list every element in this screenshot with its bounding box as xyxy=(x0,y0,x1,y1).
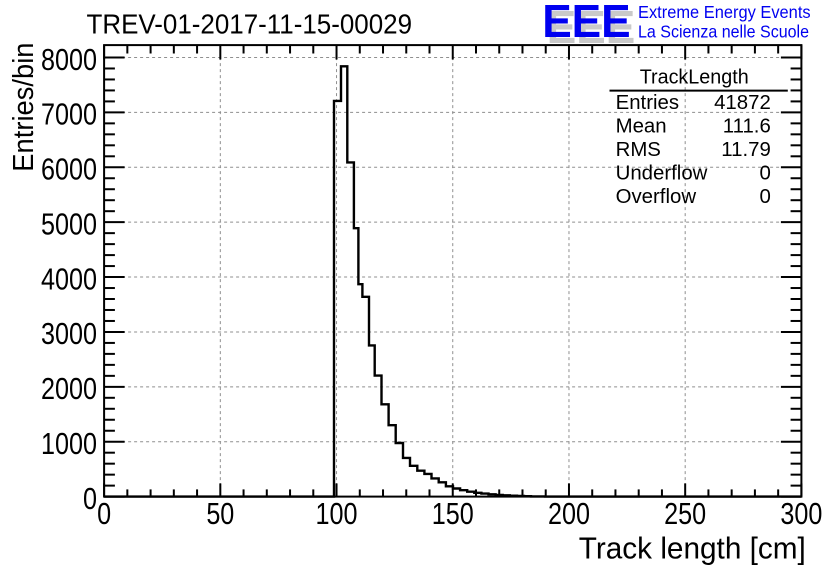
svg-text:3000: 3000 xyxy=(41,317,97,351)
svg-text:Entries/bin: Entries/bin xyxy=(8,43,40,172)
svg-text:Underflow: Underflow xyxy=(616,163,708,185)
svg-text:6000: 6000 xyxy=(41,153,97,187)
svg-text:1000: 1000 xyxy=(41,427,97,461)
svg-text:RMS: RMS xyxy=(616,139,661,161)
svg-text:2000: 2000 xyxy=(41,372,97,406)
svg-text:0: 0 xyxy=(759,163,770,185)
svg-text:0: 0 xyxy=(83,482,97,516)
svg-text:TrackLength: TrackLength xyxy=(640,66,749,88)
svg-text:TREV-01-2017-11-15-00029: TREV-01-2017-11-15-00029 xyxy=(87,8,413,40)
svg-text:8000: 8000 xyxy=(41,43,97,77)
svg-text:La Scienza nelle Scuole: La Scienza nelle Scuole xyxy=(638,22,809,42)
svg-text:111.6: 111.6 xyxy=(723,116,771,138)
svg-text:100: 100 xyxy=(316,497,358,531)
svg-text:250: 250 xyxy=(664,497,706,531)
svg-text:0: 0 xyxy=(759,186,770,208)
svg-text:Mean: Mean xyxy=(616,116,667,138)
svg-text:200: 200 xyxy=(548,497,590,531)
svg-text:0: 0 xyxy=(97,497,111,531)
svg-text:300: 300 xyxy=(780,497,822,531)
svg-text:EEE: EEE xyxy=(542,0,631,47)
svg-text:41872: 41872 xyxy=(714,92,771,114)
svg-text:Extreme Energy Events: Extreme Energy Events xyxy=(638,2,811,22)
svg-text:11.79: 11.79 xyxy=(721,139,771,161)
svg-text:150: 150 xyxy=(432,497,474,531)
svg-text:EEE: EEE xyxy=(547,1,636,53)
svg-text:5000: 5000 xyxy=(41,207,97,241)
svg-text:7000: 7000 xyxy=(41,98,97,132)
svg-text:50: 50 xyxy=(206,497,234,531)
svg-text:4000: 4000 xyxy=(41,262,97,296)
svg-text:Track length [cm]: Track length [cm] xyxy=(579,532,806,566)
svg-text:Overflow: Overflow xyxy=(616,186,697,208)
svg-text:Entries: Entries xyxy=(616,92,679,114)
